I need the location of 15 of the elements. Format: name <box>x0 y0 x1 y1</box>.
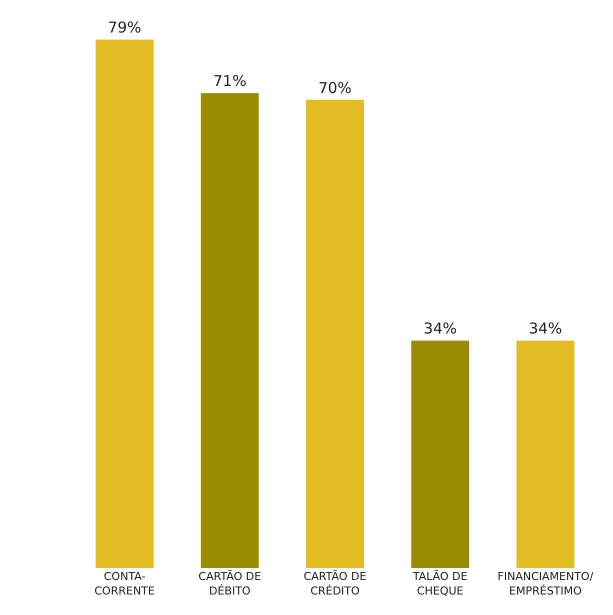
x-tick-label: FINANCIAMENTO/ EMPRÉSTIMO <box>498 570 594 598</box>
x-tick-label: TALÃO DE CHEQUE <box>412 569 468 598</box>
data-label: 34% <box>424 320 457 338</box>
bar <box>306 100 364 568</box>
x-tick-label: CONTA- CORRENTE <box>94 570 155 598</box>
bar <box>516 340 574 568</box>
bar <box>96 40 154 568</box>
bar <box>200 93 259 568</box>
x-tick-label: CARTÃO DE DÉBITO <box>198 569 262 598</box>
bar <box>411 340 470 568</box>
data-label: 71% <box>213 72 246 90</box>
data-label: 34% <box>528 320 562 338</box>
data-label: 70% <box>318 78 352 97</box>
data-label: 79% <box>108 18 142 37</box>
x-tick-label: CARTÃO DE CRÉDITO <box>304 569 366 598</box>
